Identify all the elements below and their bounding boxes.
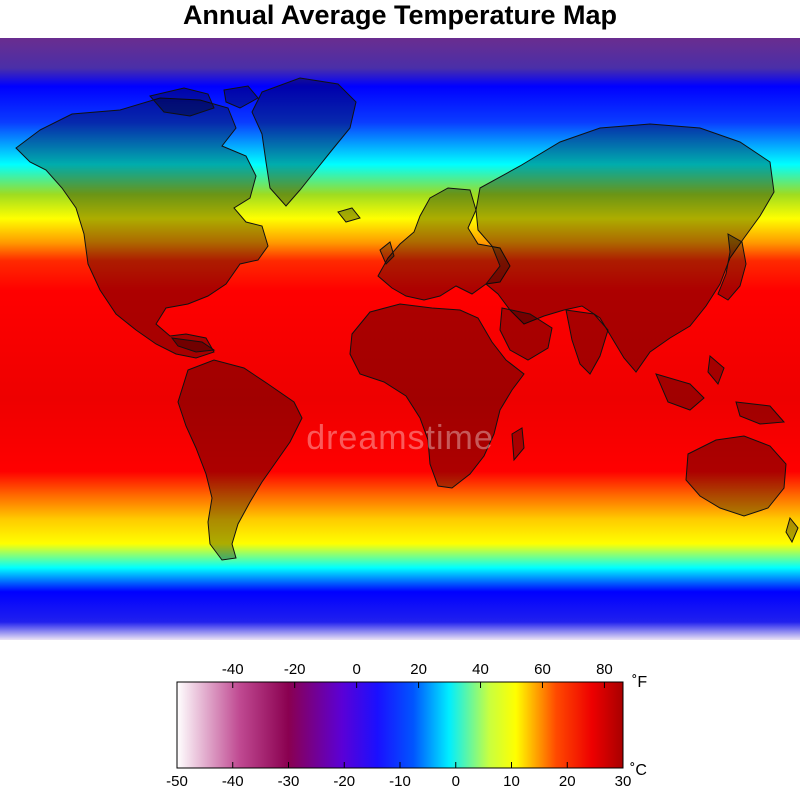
celsius-tick-label: -40 xyxy=(222,773,244,790)
arabian-peninsula xyxy=(499,307,553,361)
indian-subcontinent xyxy=(565,309,609,375)
celsius-tick-label: -50 xyxy=(166,773,188,790)
fahrenheit-tick-label: 40 xyxy=(472,661,489,678)
color-scale-bar xyxy=(176,681,624,769)
celsius-tick-label: 0 xyxy=(452,773,460,790)
greenland-landmass xyxy=(251,77,357,207)
new-zealand xyxy=(785,516,799,544)
madagascar xyxy=(511,427,525,462)
south-america-landmass xyxy=(177,359,303,561)
celsius-unit-label: ˚C xyxy=(630,762,647,779)
africa-landmass xyxy=(349,303,525,489)
celsius-scale: -50 -40 -30 -20 -10 0 10 20 30 xyxy=(166,762,631,790)
celsius-tick-label: -20 xyxy=(333,773,355,790)
southeast-asia-islands xyxy=(655,355,786,425)
japan-islands xyxy=(717,233,747,301)
celsius-tick-label: -10 xyxy=(389,773,411,790)
fahrenheit-tick-label: 60 xyxy=(534,661,551,678)
arctic-islands xyxy=(149,85,259,117)
fahrenheit-tick-label: -20 xyxy=(284,661,306,678)
fahrenheit-unit-label: ˚F xyxy=(632,674,647,691)
caribbean-islands xyxy=(170,337,216,353)
fahrenheit-scale: -40 -20 0 20 40 60 80 xyxy=(222,661,613,688)
celsius-tick-label: 20 xyxy=(559,773,576,790)
north-america-landmass xyxy=(15,97,269,359)
temperature-map: dreamstime xyxy=(0,38,800,640)
asia-landmass xyxy=(475,123,775,373)
british-isles xyxy=(337,207,395,265)
europe-landmass xyxy=(377,187,511,301)
fahrenheit-tick-label: -40 xyxy=(222,661,244,678)
celsius-tick-label: 30 xyxy=(615,773,632,790)
page-title: Annual Average Temperature Map xyxy=(182,0,618,30)
legend-canvas: -40 -20 0 20 40 60 80 -50 -40 -30 -20 -10 0 10 20 30 ˚… xyxy=(166,661,647,790)
continents xyxy=(15,77,799,561)
fahrenheit-tick-label: 80 xyxy=(596,661,613,678)
temperature-bands xyxy=(0,38,800,640)
temperature-legend: -40 -20 0 20 40 60 80 -50 -40 -30 -20 -10 0 10 20 30 ˚… xyxy=(0,640,800,791)
celsius-tick-label: 10 xyxy=(503,773,520,790)
celsius-tick-label: -30 xyxy=(278,773,300,790)
fahrenheit-tick-label: 0 xyxy=(352,661,360,678)
fahrenheit-tick-label: 20 xyxy=(410,661,427,678)
map-canvas xyxy=(0,38,800,640)
australia-landmass xyxy=(685,435,787,517)
